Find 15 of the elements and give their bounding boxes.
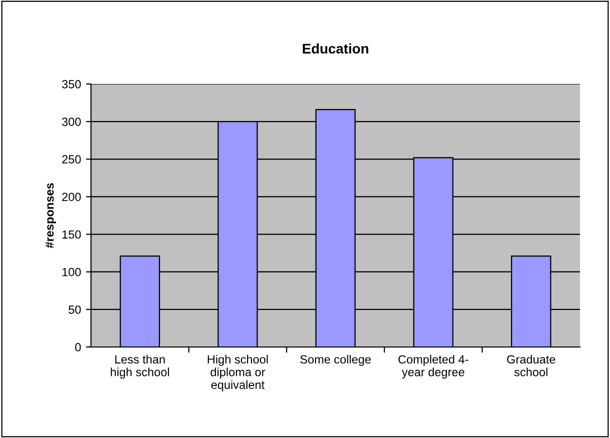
y-axis-title: #responses (46, 183, 56, 248)
x-tick-label: Some college (300, 354, 371, 366)
y-tick-label: 150 (62, 230, 81, 239)
y-tick-label: 100 (62, 268, 81, 276)
y-tick-label: 300 (62, 118, 81, 126)
y-tick-label: 50 (68, 305, 81, 314)
y-tick-label: 200 (62, 192, 81, 202)
y-tick-label: 350 (62, 80, 81, 88)
chart-title: Education (302, 43, 368, 54)
y-tick-label: 250 (62, 155, 81, 164)
x-tick-label: Completed 4- year degree (398, 354, 468, 379)
x-tick-label: High school diploma or equivalent (208, 354, 268, 392)
x-tick-label: Less than high school (110, 354, 169, 379)
y-tick-label: 0 (75, 343, 81, 352)
x-tick-label: Graduate school (507, 354, 556, 376)
